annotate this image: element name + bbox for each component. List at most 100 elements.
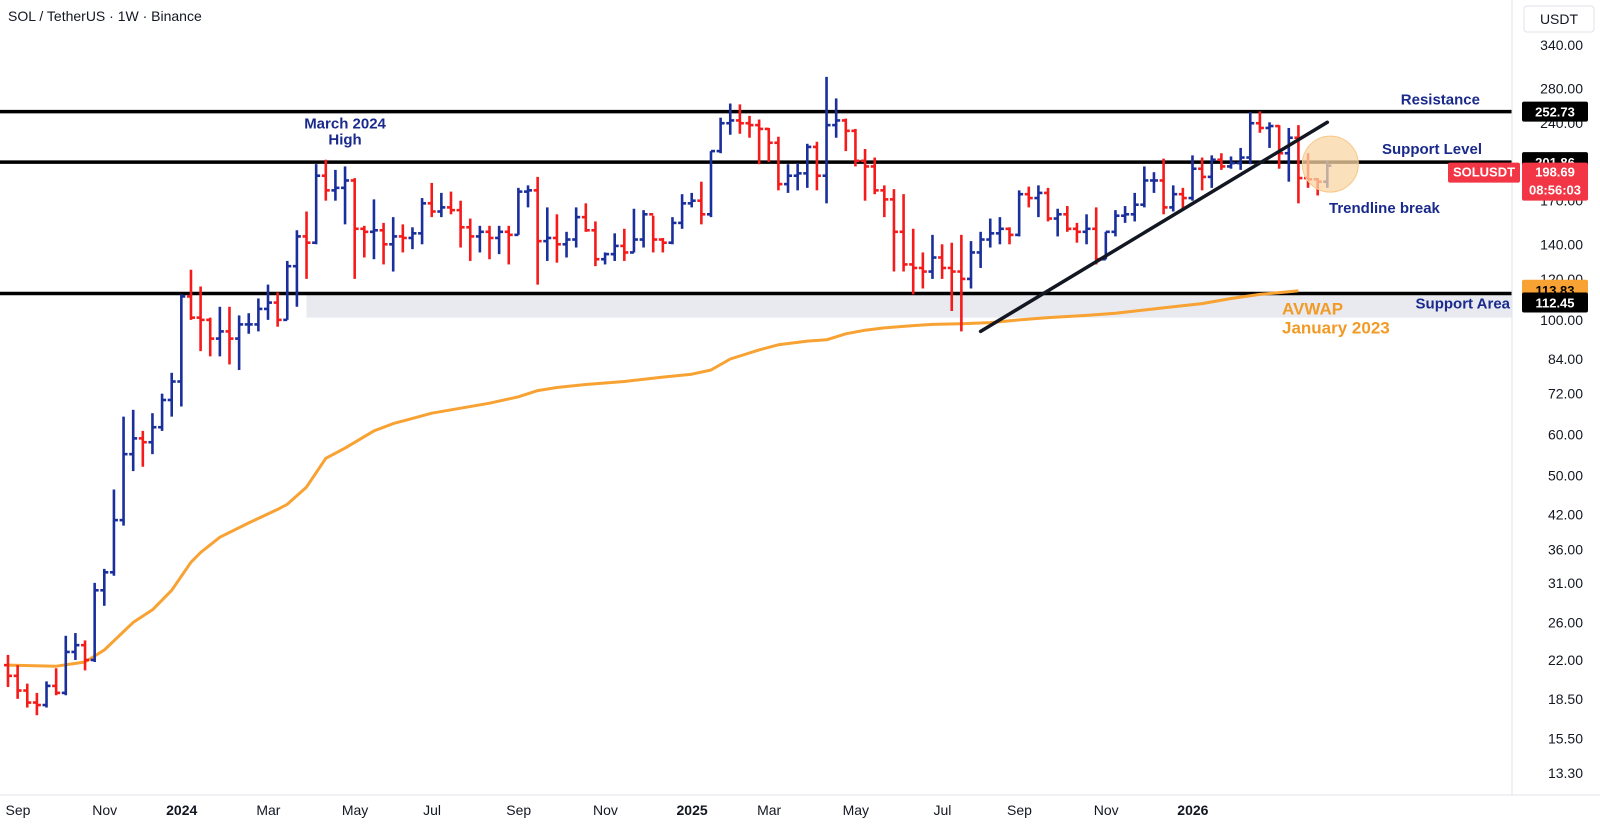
ohlc-bar xyxy=(177,294,186,407)
chart-title: SOL / TetherUS · 1W · Binance xyxy=(8,8,202,24)
symbol-badge-label: SOLUSDT xyxy=(1453,165,1515,180)
avwap-line[interactable] xyxy=(7,289,1299,668)
ohlc-bar xyxy=(1198,157,1207,191)
ohlc-bar xyxy=(543,207,552,261)
ohlc-bar xyxy=(774,136,783,191)
ohlc-bar xyxy=(995,217,1004,245)
price-badges: 252.73 201.86 SOLUSDT 198.69 08:56:03 11… xyxy=(1448,101,1588,313)
ohlc-bar xyxy=(495,225,504,255)
ohlc-bar xyxy=(1246,112,1255,165)
price-tick-label: 15.50 xyxy=(1548,731,1583,747)
symbol-badge xyxy=(1448,162,1520,183)
ohlc-bar xyxy=(206,317,215,357)
ohlc-bar xyxy=(889,189,898,272)
time-tick-label: Sep xyxy=(506,802,531,818)
trendline[interactable] xyxy=(978,120,1330,334)
ohlc-bar xyxy=(360,225,369,258)
price-axis[interactable]: 340.00280.00240.00200.00170.00140.00120.… xyxy=(1540,37,1583,781)
ohlc-bar xyxy=(1149,172,1158,193)
ohlc-bar xyxy=(678,194,687,229)
ohlc-bar xyxy=(32,692,41,716)
time-tick-label: Nov xyxy=(593,802,618,818)
ohlc-bar xyxy=(764,127,773,162)
ohlc-bar xyxy=(1207,155,1216,188)
ohlc-bar xyxy=(456,200,465,248)
price-tick-label: 22.00 xyxy=(1548,652,1583,668)
ohlc-bar xyxy=(755,119,764,165)
ohlc-bar xyxy=(321,159,330,201)
ohlc-bar xyxy=(235,315,244,370)
price-tick-label: 31.00 xyxy=(1548,575,1583,591)
ohlc-bar xyxy=(1227,156,1236,169)
ohlc-bar xyxy=(504,225,513,265)
support-area-badge-value: 112.45 xyxy=(1535,296,1574,311)
ohlc-bar xyxy=(302,211,311,279)
ohlc-bar xyxy=(812,141,821,191)
time-tick-label: Sep xyxy=(6,802,31,818)
ohlc-bar xyxy=(909,228,918,295)
ohlc-bar xyxy=(706,149,715,218)
price-tick-label: 36.00 xyxy=(1548,541,1583,557)
ohlc-bar xyxy=(13,665,22,699)
ohlc-bar xyxy=(658,237,667,253)
ohlc-bar xyxy=(244,313,253,334)
ohlc-bar xyxy=(446,191,455,215)
time-tick-label: May xyxy=(342,802,368,818)
ohlc-bar xyxy=(880,185,889,218)
ohlc-bar xyxy=(649,213,658,253)
ohlc-bar xyxy=(967,241,975,289)
price-tick-label: 72.00 xyxy=(1548,386,1583,402)
ohlc-bar xyxy=(562,231,571,258)
price-tick-label: 340.00 xyxy=(1540,37,1583,53)
ohlc-bar xyxy=(784,164,793,193)
ohlc-bar xyxy=(668,217,677,245)
march-2024-high-label: March 2024 xyxy=(304,116,386,133)
ohlc-bar xyxy=(851,128,860,167)
ohlc-bar xyxy=(947,242,956,312)
price-tick-label: 13.30 xyxy=(1548,765,1583,781)
ohlc-bar xyxy=(369,199,378,260)
march-2024-high-label-2: High xyxy=(328,132,361,149)
ohlc-bar xyxy=(591,221,600,267)
time-tick-label: 2024 xyxy=(166,802,197,818)
ohlc-bar xyxy=(81,640,90,671)
ohlc-bar xyxy=(341,166,350,225)
price-tick-label: 280.00 xyxy=(1540,81,1583,97)
ohlc-bar xyxy=(928,234,937,279)
time-tick-label: Sep xyxy=(1007,802,1032,818)
ohlc-bar xyxy=(822,76,831,204)
currency-box[interactable] xyxy=(1523,5,1595,33)
ohlc-bar xyxy=(42,681,51,708)
ohlc-bar xyxy=(312,164,321,245)
ohlc-bar xyxy=(1082,214,1091,245)
ohlc-bar xyxy=(1072,222,1081,243)
ohlc-bar xyxy=(1063,206,1072,232)
ohlc-bar xyxy=(196,286,205,352)
ohlc-bar xyxy=(601,252,610,265)
last-price-badge xyxy=(1522,162,1588,201)
ohlc-bar xyxy=(552,214,561,263)
last-price-value: 198.69 xyxy=(1535,165,1575,180)
time-tick-label: May xyxy=(843,802,869,818)
ohlc-bar xyxy=(52,668,61,696)
price-tick-label: 42.00 xyxy=(1548,507,1583,523)
support-area-label: Support Area xyxy=(1416,296,1511,313)
time-tick-label: Nov xyxy=(1094,802,1119,818)
ohlc-bar xyxy=(292,230,301,307)
price-tick-label: 84.00 xyxy=(1548,351,1583,367)
ohlc-bar xyxy=(129,409,138,472)
ohlc-bar xyxy=(485,225,494,260)
support-level-label: Support Level xyxy=(1382,141,1482,158)
price-tick-label: 26.00 xyxy=(1548,614,1583,630)
ohlc-bar xyxy=(1188,155,1197,201)
ohlc-bar xyxy=(803,143,812,188)
resistance-badge xyxy=(1522,101,1588,122)
ohlc-bar xyxy=(186,269,195,320)
time-tick-label: 2026 xyxy=(1177,802,1208,818)
time-axis[interactable]: Sep Nov 2024 Mar May Jul Sep Nov 2025 Mar May Jul Se… xyxy=(6,802,1209,818)
ohlc-bar xyxy=(841,118,850,152)
price-tick-label: 60.00 xyxy=(1548,427,1583,443)
price-tick-label: 100.00 xyxy=(1540,312,1583,328)
